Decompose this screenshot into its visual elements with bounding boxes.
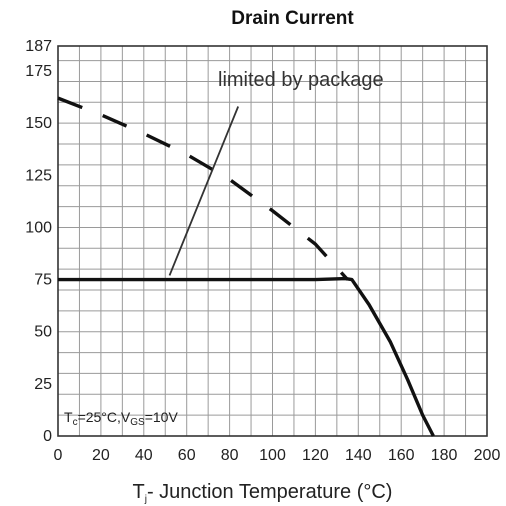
x-axis-label: Tj- Junction Temperature (°C) bbox=[133, 481, 393, 505]
tc-value: =25°C,V bbox=[78, 409, 131, 425]
x-tick-label: 0 bbox=[54, 447, 63, 464]
y-tick-label: 125 bbox=[25, 167, 52, 184]
drain-current-solid-line bbox=[58, 276, 435, 437]
vgs-subscript: GS bbox=[130, 417, 145, 428]
limited-by-package-label: limited by package bbox=[218, 69, 384, 91]
y-tick-label: 75 bbox=[34, 272, 52, 289]
package-limit-dashed-line bbox=[57, 96, 349, 281]
x-tick-label: 120 bbox=[302, 447, 329, 464]
y-tick-label: 50 bbox=[34, 324, 52, 341]
x-axis-label-text: - Junction Temperature (°C) bbox=[147, 481, 393, 503]
x-tick-label: 40 bbox=[135, 447, 153, 464]
tc-symbol: T bbox=[64, 409, 73, 425]
chart-title: Drain Current bbox=[231, 8, 354, 29]
y-tick-label: 175 bbox=[25, 63, 52, 80]
y-tick-label: 150 bbox=[25, 115, 52, 132]
x-tick-label: 160 bbox=[388, 447, 415, 464]
x-axis-label-subscript: j bbox=[144, 494, 147, 505]
x-tick-label: 200 bbox=[474, 447, 501, 464]
y-tick-label: 0 bbox=[43, 428, 52, 445]
x-tick-label: 100 bbox=[259, 447, 286, 464]
plot-area-frame bbox=[57, 45, 488, 437]
test-conditions-label: Tc=25°C,VGS=10V bbox=[64, 409, 178, 428]
tc-subscript: c bbox=[73, 417, 78, 428]
y-tick-label: 187 bbox=[25, 38, 52, 55]
y-tick-labels: 0 25 50 75 100 125 150 175 187 bbox=[25, 38, 52, 445]
x-tick-label: 60 bbox=[178, 447, 196, 464]
y-tick-label: 25 bbox=[34, 376, 52, 393]
x-tick-label: 180 bbox=[431, 447, 458, 464]
series-layer bbox=[57, 96, 435, 437]
x-axis-label-symbol: T bbox=[133, 481, 145, 503]
annotation-pointer-line bbox=[168, 106, 240, 276]
x-tick-label: 140 bbox=[345, 447, 372, 464]
x-tick-labels: 0 20 40 60 80 100 120 140 160 180 200 bbox=[54, 447, 501, 464]
x-tick-label: 80 bbox=[221, 447, 239, 464]
x-tick-label: 20 bbox=[92, 447, 110, 464]
y-tick-label: 100 bbox=[25, 219, 52, 236]
grid-lines bbox=[57, 46, 488, 437]
vgs-value: =10V bbox=[145, 409, 179, 425]
